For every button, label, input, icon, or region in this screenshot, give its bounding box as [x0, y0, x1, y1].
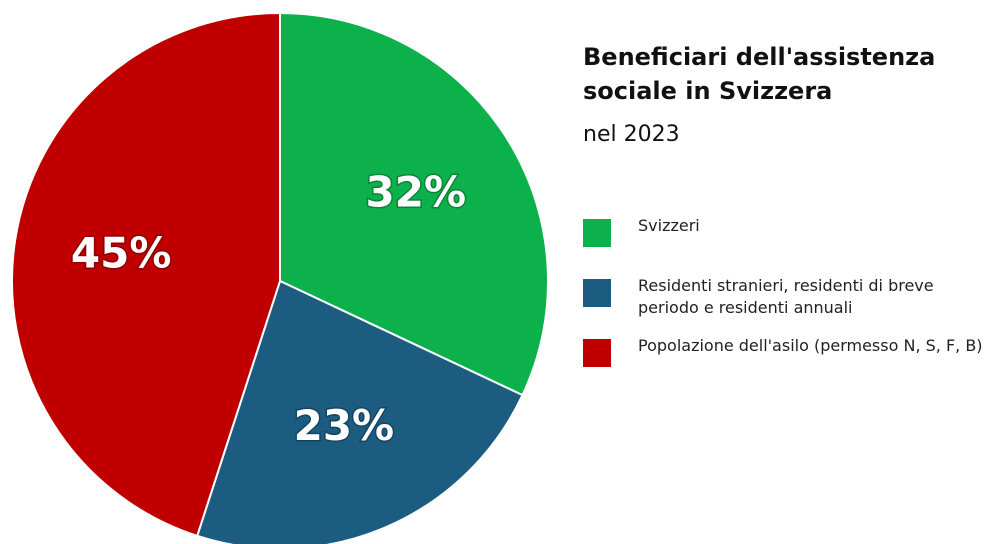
- slice-label: 32%: [366, 167, 467, 216]
- chart-subtitle: nel 2023: [583, 122, 680, 147]
- slice-label: 45%: [71, 228, 172, 277]
- legend-swatch: [583, 279, 611, 307]
- legend-label: Popolazione dell'asilo (permesso N, S, F…: [638, 336, 983, 355]
- legend-item: Popolazione dell'asilo (permesso N, S, F…: [583, 335, 993, 395]
- chart-title: Beneficiari dell'assistenza sociale in S…: [583, 43, 936, 105]
- slice-label: 23%: [294, 401, 395, 450]
- legend-item: Svizzeri: [583, 215, 993, 275]
- pie-slice: [195, 279, 524, 544]
- legend: Svizzeri Residenti stranieri, residenti d…: [583, 215, 993, 395]
- legend-swatch: [583, 219, 611, 247]
- legend-label: Residenti stranieri, residenti di breve …: [638, 276, 934, 317]
- legend-swatch: [583, 339, 611, 367]
- legend-item: Residenti stranieri, residenti di breve …: [583, 275, 993, 335]
- pie-slice: [11, 11, 281, 538]
- pie-slice: [279, 11, 549, 397]
- legend-label: Svizzeri: [638, 216, 700, 235]
